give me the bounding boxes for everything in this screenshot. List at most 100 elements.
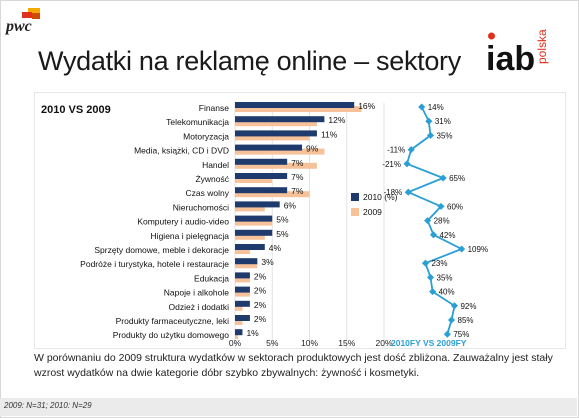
x-tick-label: 0%: [229, 338, 242, 348]
growth-label: 23%: [431, 259, 447, 268]
bar-2010: [235, 102, 355, 108]
bar-2010: [235, 272, 250, 279]
category-label: Media, książki, CD i DVD: [134, 146, 229, 156]
growth-marker: [429, 231, 437, 239]
bar-2009: [235, 233, 265, 240]
category-label: Produkty do użytku domowego: [113, 330, 230, 340]
growth-marker: [418, 103, 426, 111]
footnote-text: 2009: N=31; 2010: N=29: [4, 401, 92, 410]
category-label: Żywność: [195, 174, 229, 184]
growth-label: 35%: [437, 273, 453, 282]
x-tick-label: 15%: [338, 338, 355, 348]
bar-2010: [235, 286, 250, 293]
value-label: 16%: [358, 101, 375, 111]
bar-2010: [235, 258, 258, 265]
growth-label: -18%: [384, 188, 403, 197]
growth-label: 28%: [434, 217, 450, 226]
bar-2010: [235, 158, 288, 165]
growth-marker: [458, 245, 466, 253]
growth-marker: [424, 217, 432, 225]
growth-label: 35%: [437, 131, 453, 140]
value-label: 6%: [284, 200, 297, 210]
caption-text: W porównaniu do 2009 struktura wydatków …: [34, 352, 553, 379]
bar-2010: [235, 300, 250, 307]
growth-label: 92%: [460, 302, 476, 311]
growth-label: 31%: [435, 117, 451, 126]
pwc-brand-text: pwc: [6, 18, 32, 35]
value-label: 7%: [291, 172, 304, 182]
legend-swatch-2010: [351, 193, 359, 201]
legend-swatch-2009: [351, 208, 359, 216]
growth-marker: [403, 160, 411, 168]
value-label: 2%: [254, 271, 267, 281]
bar-2009: [235, 177, 273, 183]
growth-marker: [450, 302, 458, 310]
growth-marker: [426, 131, 435, 139]
legend-label-2010: 2010 (%): [363, 192, 398, 202]
growth-marker: [425, 117, 433, 125]
category-label: Komputery i audio-video: [137, 217, 229, 227]
growth-marker: [426, 273, 435, 281]
chart-panel: 2010 VS 2009 0% 5% 10% 15% 20% Finanse 16% Telek…: [34, 92, 566, 349]
bar-2010: [235, 244, 265, 250]
pwc-logo: [22, 8, 40, 19]
growth-label: 60%: [447, 202, 463, 211]
x-tick-label: 20%: [375, 338, 392, 348]
value-label: 4%: [269, 243, 282, 253]
bar-2009: [235, 304, 243, 311]
growth-marker: [437, 202, 445, 210]
bar-2010: [235, 187, 288, 194]
growth-marker: [404, 188, 412, 196]
category-label: Podróże i turystyka, hotele i restauracj…: [80, 259, 229, 269]
bar-2010: [235, 116, 325, 123]
growth-marker: [447, 316, 456, 324]
growth-label: -21%: [382, 160, 401, 169]
growth-label: 65%: [449, 174, 465, 183]
value-label: 7%: [291, 186, 304, 196]
bar-2009: [235, 262, 258, 269]
growth-series-label: 2010FY VS 2009FY: [391, 338, 467, 348]
category-label: Odzież i dodatki: [169, 302, 230, 312]
value-label: 12%: [328, 115, 345, 125]
value-label: 5%: [276, 229, 289, 239]
bar-2010: [235, 329, 243, 336]
value-label: 9%: [306, 144, 319, 154]
growth-marker: [439, 174, 447, 182]
category-label: Motoryzacja: [183, 131, 229, 141]
bar-2010: [235, 315, 250, 321]
category-label: Handel: [202, 160, 229, 170]
growth-marker: [421, 259, 430, 267]
bar-2009: [235, 276, 250, 283]
category-label: Napoje i alkohole: [164, 288, 229, 298]
bar-2009: [235, 290, 250, 297]
bar-2009: [235, 248, 250, 254]
growth-label: 42%: [439, 231, 455, 240]
growth-label: -11%: [387, 146, 405, 155]
bar-2009: [235, 134, 310, 141]
iab-logo: iab polska: [486, 29, 549, 78]
category-label: Telekomunikacja: [166, 117, 229, 127]
value-label: 11%: [321, 129, 338, 139]
iab-polska-text: polska: [535, 29, 549, 64]
category-label: Czas wolny: [186, 188, 230, 198]
x-tick-label: 10%: [301, 338, 318, 348]
value-label: 1%: [246, 328, 259, 338]
footnote-bar: 2009: N=31; 2010: N=29: [0, 398, 577, 416]
growth-marker: [407, 146, 415, 154]
value-label: 7%: [291, 158, 304, 168]
value-label: 2%: [254, 286, 267, 296]
bar-2009: [235, 191, 310, 198]
bar-2009: [235, 148, 325, 155]
growth-label: 109%: [468, 245, 488, 254]
bar-2010: [235, 144, 303, 151]
bar-2009: [235, 319, 243, 325]
bar-2010: [235, 173, 288, 179]
growth-marker: [443, 330, 451, 338]
chart-title: 2010 VS 2009: [41, 104, 111, 116]
bar-2009: [235, 333, 238, 340]
value-label: 5%: [276, 215, 289, 225]
bar-2009: [235, 106, 362, 112]
legend-label-2009: 2009: [363, 207, 382, 217]
iab-logo-text: iab: [486, 40, 535, 78]
growth-label: 40%: [439, 288, 455, 297]
